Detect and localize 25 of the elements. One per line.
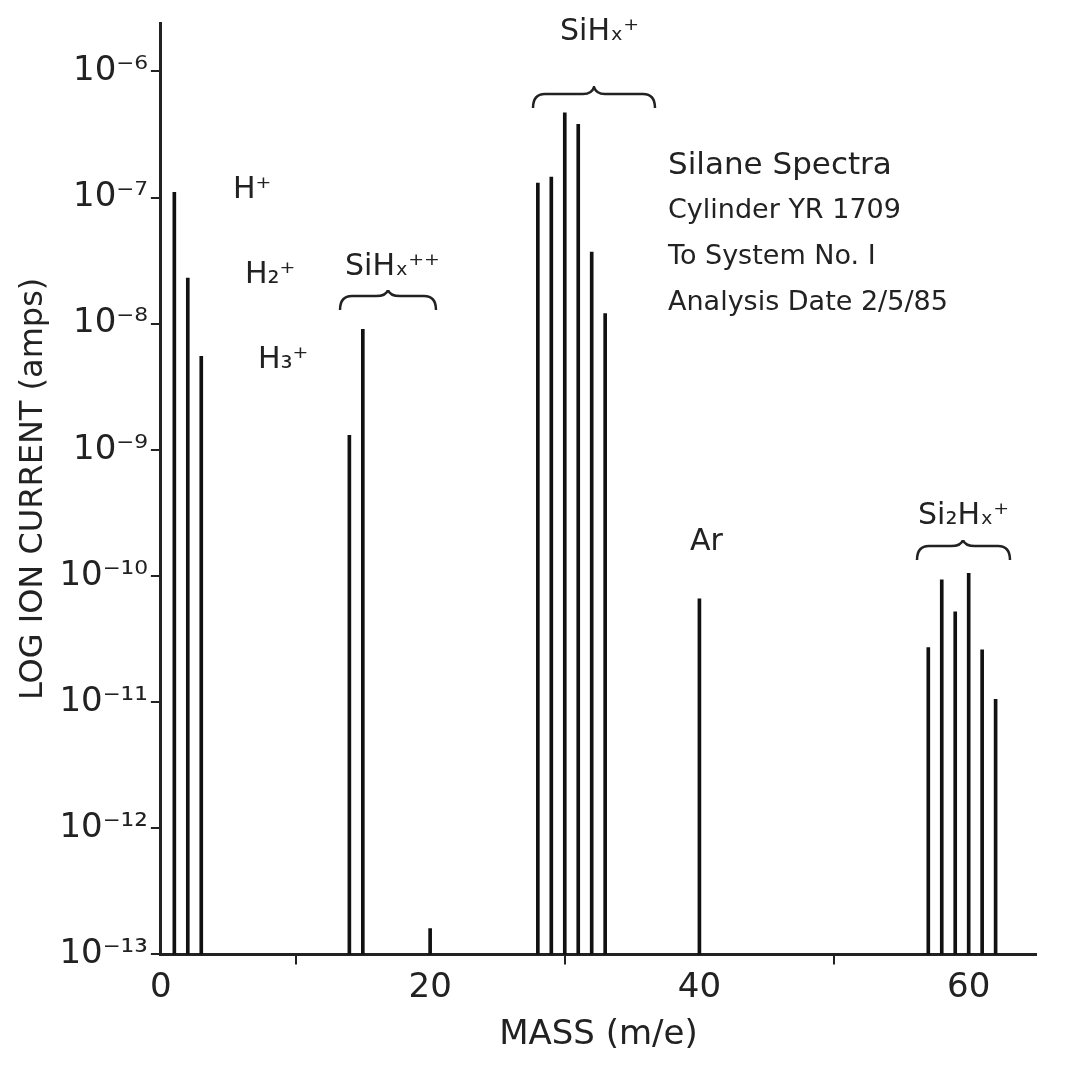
annotation: H₂⁺ [245, 255, 296, 290]
annotation: Ar [690, 522, 723, 557]
x-tick-label: 20 [408, 964, 452, 1005]
y-tick-label: 10⁻¹³ [59, 931, 148, 972]
x-tick-label: 40 [677, 964, 722, 1005]
x-axis-title: MASS (m/e) [499, 1012, 698, 1053]
y-tick-label: 10⁻⁹ [73, 426, 148, 467]
x-tick-label: 0 [150, 964, 172, 1005]
annotation: To System No. I [668, 238, 877, 272]
y-tick-label: 10⁻⁶ [73, 48, 148, 89]
annotation: H₃⁺ [258, 340, 309, 375]
y-tick-label: 10⁻¹² [59, 805, 148, 846]
annotation: H⁺ [233, 170, 272, 205]
y-tick-label: 10⁻¹¹ [59, 678, 148, 719]
y-tick-label: 10⁻⁷ [73, 174, 148, 215]
annotation: Silane Spectra [668, 144, 893, 183]
annotation: Cylinder YR 1709 [668, 192, 902, 226]
annotation: SiHₓ⁺ [560, 12, 640, 47]
y-tick-label: 10⁻⁸ [73, 300, 148, 341]
x-tick-label: 60 [947, 964, 991, 1005]
annotation: Si₂Hₓ⁺ [918, 496, 1010, 531]
y-axis-title: LOG ION CURRENT (amps) [11, 277, 50, 701]
annotation: Analysis Date 2/5/85 [668, 284, 948, 318]
y-tick-label: 10⁻¹⁰ [59, 552, 148, 593]
annotation: SiHₓ⁺⁺ [345, 247, 440, 282]
